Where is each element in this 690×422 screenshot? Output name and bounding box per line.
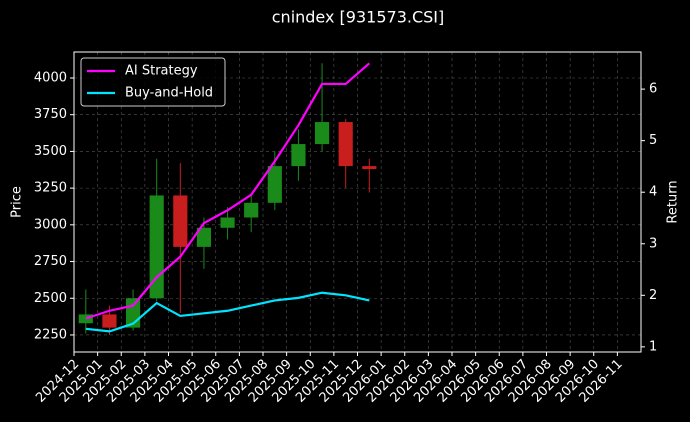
chart-title: cnindex [931573.CSI] (272, 8, 445, 27)
candle-body (102, 314, 117, 328)
legend-label: AI Strategy (125, 64, 198, 79)
y-tick-label: 2500 (34, 291, 67, 306)
y2-tick-label: 4 (649, 185, 657, 200)
series-line (85, 291, 370, 333)
candle-body (267, 166, 282, 203)
y2-tick-label: 1 (649, 339, 657, 354)
candle-body (173, 195, 188, 247)
y2-tick-label: 3 (649, 236, 657, 251)
y-axis-label: Price (10, 186, 25, 218)
candle-body (149, 195, 164, 299)
y-tick-label: 3750 (34, 107, 67, 122)
y2-axis-label: Return (666, 180, 681, 223)
y2-tick-label: 6 (649, 82, 657, 97)
y-tick-label: 4000 (34, 70, 67, 85)
candle-body (291, 144, 306, 167)
y2-tick-label: 2 (649, 288, 657, 303)
legend-box (80, 57, 226, 107)
y-tick-label: 3500 (34, 144, 67, 159)
legend-label: Buy-and-Hold (125, 86, 213, 101)
candle-body (78, 314, 93, 324)
plot-frame (73, 51, 642, 353)
candle-body (220, 217, 235, 228)
y2-tick-label: 5 (649, 133, 657, 148)
series-line (85, 62, 371, 320)
y-tick-label: 3000 (34, 217, 67, 232)
candle-body (244, 202, 259, 218)
candle-body (362, 166, 377, 170)
candle-body (314, 122, 330, 145)
candle-body (196, 227, 212, 247)
y-tick-label: 2250 (34, 327, 67, 342)
y-tick-label: 2750 (34, 254, 67, 269)
candle-body (338, 122, 353, 167)
y-tick-label: 3250 (34, 181, 67, 196)
